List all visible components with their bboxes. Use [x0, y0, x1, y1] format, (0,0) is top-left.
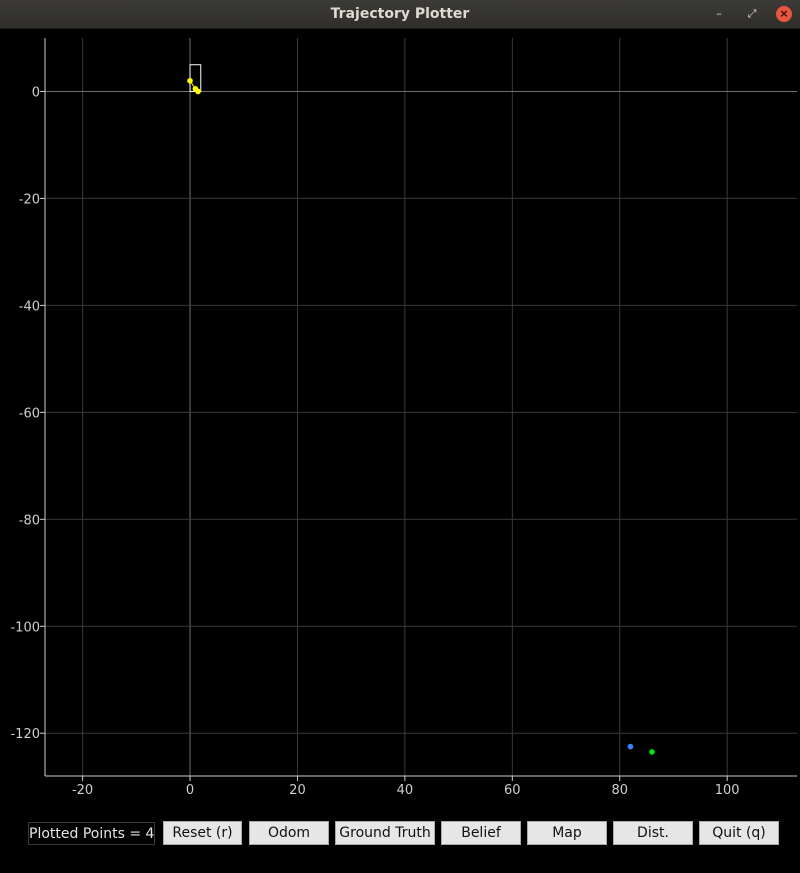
close-icon[interactable]: ×	[776, 6, 792, 22]
map-button[interactable]: Map	[527, 821, 607, 845]
y-tick-label: -60	[19, 406, 40, 421]
reset-button[interactable]: Reset (r)	[163, 821, 242, 845]
y-tick-label: -40	[19, 299, 40, 314]
plotted-points-counter: Plotted Points = 4	[28, 822, 155, 845]
trajectory-point	[627, 743, 634, 750]
x-tick-label: 20	[289, 783, 306, 798]
y-tick-label: -120	[10, 727, 40, 742]
x-tick-label: -20	[72, 783, 93, 798]
x-tick-label: 0	[186, 783, 194, 798]
y-tick-label: -80	[19, 513, 40, 528]
trajectory-chart[interactable]: -20 0 20 40 60 80 100 0 -20 -40 -60 -80 -100 -120	[0, 28, 800, 808]
x-tick-label: 60	[504, 783, 521, 798]
plot-area[interactable]: -20 0 20 40 60 80 100 0 -20 -40 -60 -80 -100 -120	[0, 28, 800, 808]
window-title: Trajectory Plotter	[330, 6, 470, 22]
y-tick-label: -100	[10, 620, 40, 635]
trajectory-point	[195, 88, 201, 95]
trajectory-point	[649, 749, 655, 755]
y-tick-label: 0	[32, 85, 40, 100]
y-tick-label: -20	[19, 192, 40, 207]
x-tick-label: 100	[715, 783, 740, 798]
quit-button[interactable]: Quit (q)	[699, 821, 779, 845]
trajectory-point	[187, 77, 193, 84]
x-tick-label: 80	[611, 783, 628, 798]
control-bar: Plotted Points = 4 Reset (r) Odom Ground…	[0, 808, 800, 873]
title-bar: Trajectory Plotter – ⤢ ×	[0, 0, 800, 29]
dist-button[interactable]: Dist.	[613, 821, 693, 845]
belief-button[interactable]: Belief	[441, 821, 521, 845]
ground-truth-button[interactable]: Ground Truth	[335, 821, 435, 845]
odom-button[interactable]: Odom	[249, 821, 329, 845]
x-tick-label: 40	[397, 783, 414, 798]
minimize-icon[interactable]: –	[716, 7, 722, 20]
maximize-icon[interactable]: ⤢	[747, 7, 757, 20]
